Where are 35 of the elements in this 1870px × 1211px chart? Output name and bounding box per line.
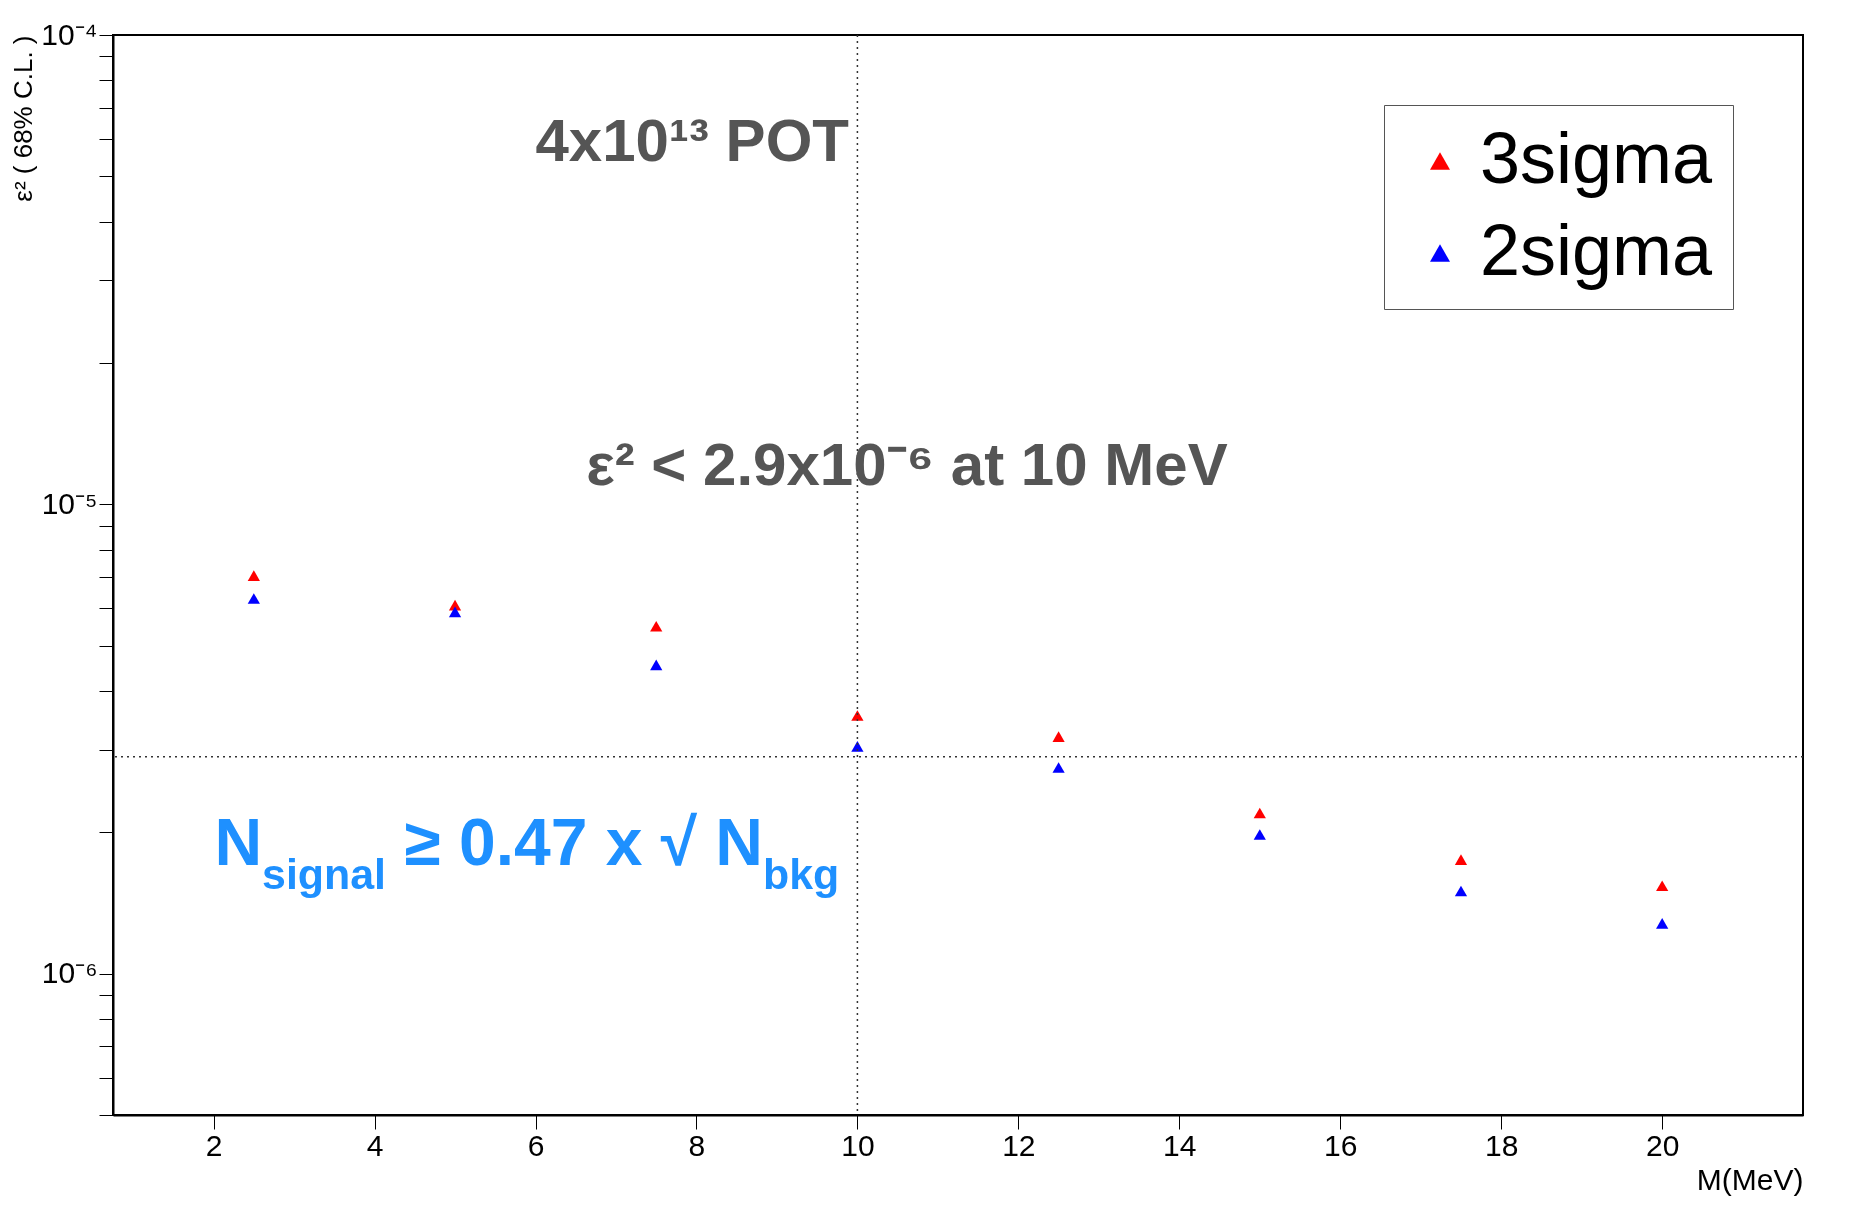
annotation: 4x10¹³ POT bbox=[535, 107, 849, 174]
y-axis-title: ε² ( 68% C.L. ) bbox=[8, 35, 39, 202]
annotation: ε² < 2.9x10⁻⁶ at 10 MeV bbox=[586, 431, 1228, 498]
point bbox=[650, 620, 663, 632]
point bbox=[851, 741, 864, 752]
x-tick-label: 12 bbox=[1002, 1128, 1036, 1162]
x-tick-label: 14 bbox=[1163, 1128, 1197, 1162]
point bbox=[650, 659, 663, 671]
x-tick-label: 20 bbox=[1645, 1128, 1680, 1162]
point bbox=[851, 710, 864, 721]
point bbox=[247, 593, 260, 604]
x-axis-title: M(MeV) bbox=[1696, 1162, 1804, 1196]
annotation: N$_{signal}$ ≥ 0.47 x √ N$_{bkg}$ bbox=[214, 805, 840, 898]
point bbox=[448, 606, 462, 618]
point bbox=[1454, 854, 1468, 865]
x-tick-label: 10 bbox=[841, 1128, 875, 1162]
y-tick-label: 10⁻⁴ bbox=[41, 17, 98, 51]
x-tick-label: 18 bbox=[1485, 1128, 1519, 1162]
x-tick-label: 16 bbox=[1324, 1128, 1358, 1162]
x-tick-label: 2 bbox=[205, 1128, 223, 1162]
y-tick-label: 10⁻⁶ bbox=[41, 956, 98, 990]
legend-label: 3sigma bbox=[1480, 118, 1714, 198]
point bbox=[1052, 731, 1065, 742]
point bbox=[1454, 885, 1468, 897]
legend-label: 2sigma bbox=[1480, 210, 1714, 290]
point bbox=[1656, 918, 1669, 929]
y-tick-label: 10⁻⁵ bbox=[41, 486, 98, 520]
point bbox=[1253, 807, 1266, 819]
point bbox=[1253, 829, 1266, 840]
point bbox=[1656, 880, 1669, 891]
x-tick-label: 4 bbox=[366, 1128, 384, 1162]
x-tick-label: 6 bbox=[527, 1128, 545, 1162]
point bbox=[1052, 762, 1065, 773]
point bbox=[247, 570, 260, 581]
x-tick-label: 8 bbox=[688, 1128, 706, 1162]
